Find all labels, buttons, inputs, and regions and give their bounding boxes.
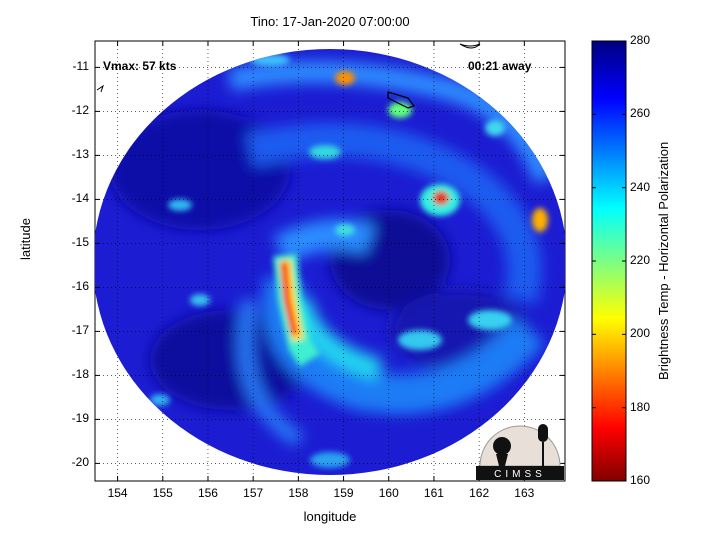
colorbar [591,40,627,482]
x-tick-label: 162 [469,486,490,500]
colorbar-tick-label: 180 [630,399,651,414]
colorbar-tick-label: 220 [630,253,651,267]
y-tick-label: -13 [71,147,89,162]
colorbar-tick-label: 200 [630,326,651,341]
y-tick-label: -18 [71,367,89,382]
y-tick-label: -17 [71,323,89,338]
x-tick-label: 159 [333,486,354,500]
y-tick-label: -12 [71,103,89,118]
brightness-temp-field [95,43,565,475]
y-tick-label: -19 [71,411,89,426]
y-tick-label: -14 [71,191,89,206]
colorbar-label: Brightness Temp - Horizontal Polarizatio… [656,141,671,380]
grid-lines [95,41,565,481]
colorbar-tick-label: 280 [630,33,651,47]
x-tick-label: 155 [152,486,173,500]
cimss-logo: CIMSS [476,424,564,480]
colorbar-tick-label: 260 [630,106,651,121]
y-tick-label: -15 [71,235,89,250]
colorbar-tick-label: 240 [630,179,651,194]
x-tick-label: 163 [514,486,535,500]
time-away-label: 00:21 away [468,59,532,73]
x-tick-label: 160 [378,486,399,500]
vmax-label: Vmax: 57 kts [103,59,177,73]
x-tick-label: 156 [197,486,218,500]
x-tick-label: 161 [423,486,444,500]
x-axis-label: longitude [303,509,357,524]
svg-text:CIMSS: CIMSS [494,469,546,480]
y-axis-label: latitude [18,218,33,260]
x-tick-label: 157 [243,486,264,500]
colorbar-ticks [592,40,626,482]
x-tick-label: 158 [288,486,309,500]
y-tick-label: -11 [72,59,89,74]
colorbar-tick-label: 160 [630,473,651,487]
x-tick-label: 154 [107,486,128,500]
y-tick-label: -20 [71,455,89,470]
plot-title: Tino: 17-Jan-2020 07:00:00 [250,14,410,29]
y-tick-label: -16 [71,279,89,294]
